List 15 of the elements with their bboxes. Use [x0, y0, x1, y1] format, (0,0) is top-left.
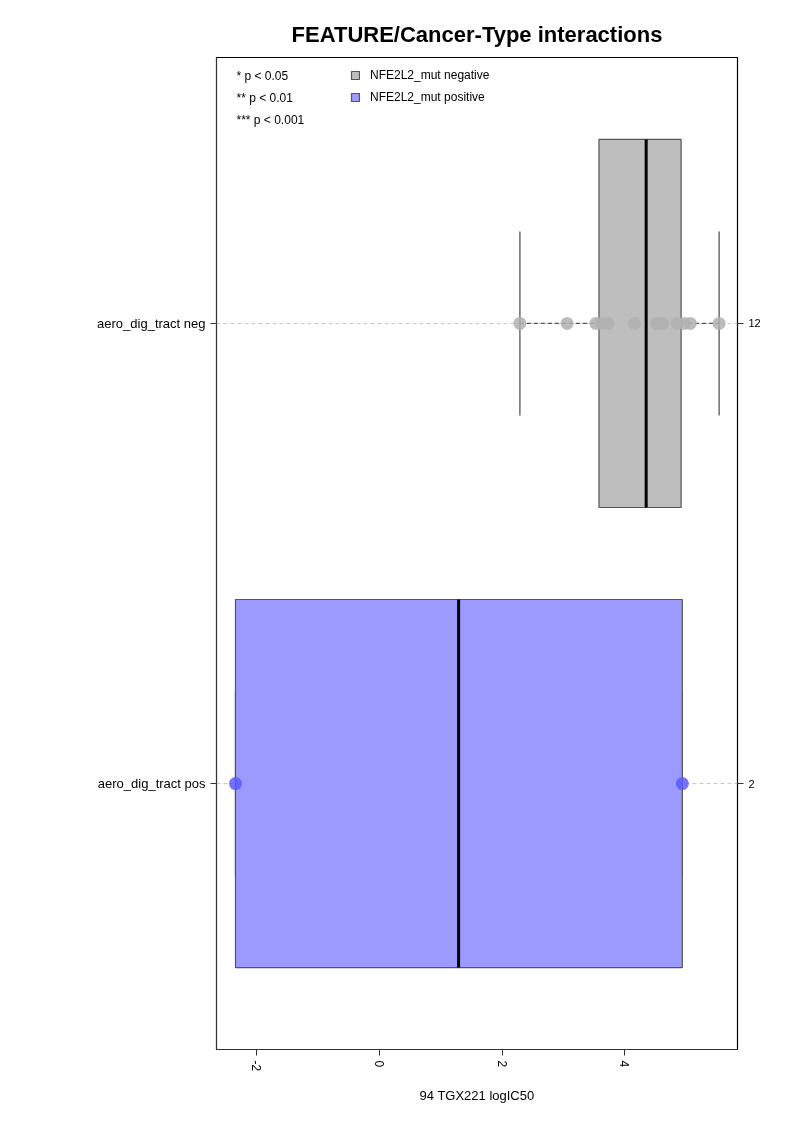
y2-tick-label: 2 [748, 777, 755, 790]
y-tick-label: aero_dig_tract pos [97, 776, 206, 792]
x-axis-title: 94 TGX221 logIC50 [419, 1088, 535, 1104]
x-tick-label: -2 [249, 1060, 264, 1072]
chart-title: FEATURE/Cancer-Type interactions [291, 21, 663, 47]
x-tick-label: 0 [372, 1060, 387, 1068]
x-tick-label: 4 [617, 1060, 632, 1068]
y2-tick-label: 12 [748, 317, 761, 330]
annotation: *** p < 0.001 [236, 112, 305, 127]
annotation: * p < 0.05 [236, 68, 289, 83]
x-tick-label: 2 [494, 1060, 509, 1068]
y-tick-label: aero_dig_tract neg [97, 315, 206, 331]
annotation: ** p < 0.01 [236, 90, 294, 105]
legend-label: NFE2L2_mut positive [370, 89, 485, 106]
legend-label: NFE2L2_mut negative [370, 67, 490, 84]
